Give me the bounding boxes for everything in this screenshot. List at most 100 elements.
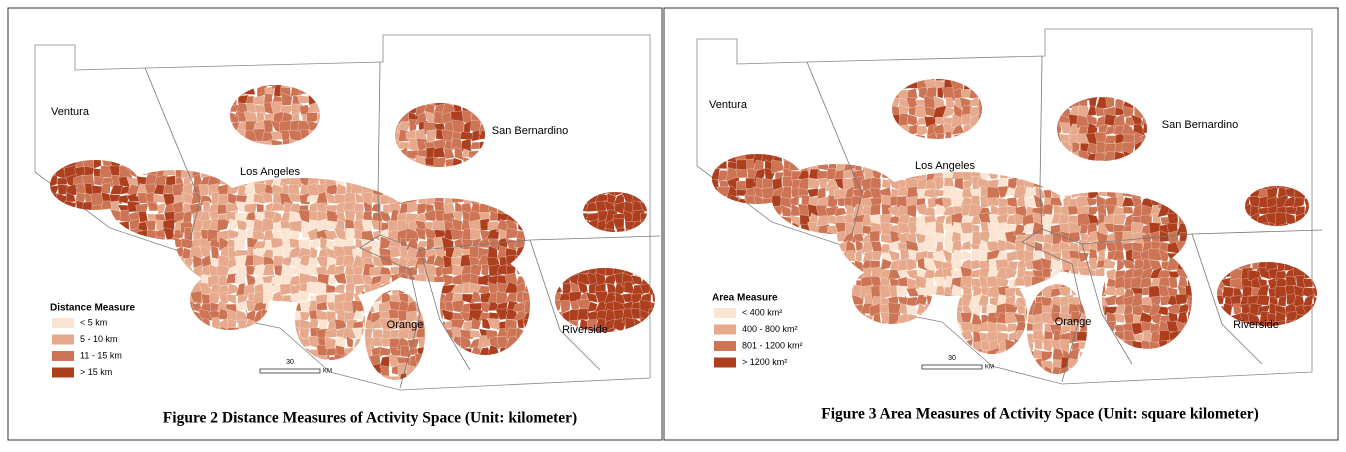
tract (162, 344, 175, 360)
tract (30, 210, 43, 224)
tract (1006, 206, 1017, 215)
tract (55, 256, 69, 268)
tract (852, 44, 866, 51)
tract (82, 275, 97, 288)
tract (199, 391, 214, 403)
tract (798, 323, 813, 335)
tract (870, 329, 885, 345)
tract (798, 375, 812, 389)
tract (594, 272, 607, 287)
tract (57, 245, 70, 260)
tract (130, 348, 140, 359)
tract (712, 230, 723, 243)
tract (690, 341, 701, 353)
tract (100, 275, 114, 286)
tract (282, 50, 291, 62)
tract (76, 383, 84, 396)
tract (237, 383, 248, 395)
tract (798, 286, 813, 298)
tract (138, 275, 151, 288)
tract (860, 366, 876, 374)
tract (816, 196, 830, 208)
tract (648, 102, 655, 117)
tract (690, 368, 702, 380)
tract (970, 386, 979, 396)
tract (746, 239, 759, 251)
tract (91, 381, 106, 396)
tract (433, 156, 447, 168)
legend-label: < 5 km (80, 317, 107, 327)
tract (692, 377, 703, 388)
tract (111, 362, 124, 376)
tract (873, 366, 881, 374)
tract (174, 264, 184, 278)
tract (118, 328, 131, 342)
tract (781, 43, 792, 56)
tract (826, 357, 839, 368)
tract (810, 340, 820, 354)
tract (108, 282, 122, 294)
tract (147, 337, 157, 349)
tract (693, 170, 702, 180)
tract (47, 385, 58, 393)
tract (743, 266, 758, 281)
tract (128, 364, 141, 377)
tract (718, 375, 729, 387)
tract (762, 279, 773, 290)
tract (30, 183, 38, 196)
tract (289, 346, 301, 359)
tract (935, 330, 945, 344)
legend-title: Distance Measure (50, 303, 135, 314)
tract (896, 356, 912, 372)
tract (1086, 197, 1098, 207)
tract (219, 382, 230, 392)
tract (712, 321, 713, 334)
tract (138, 336, 150, 351)
tract (693, 234, 701, 244)
tract (737, 239, 749, 255)
tract (651, 246, 655, 260)
tract (225, 203, 240, 213)
tract (757, 375, 764, 390)
tract (1096, 384, 1109, 396)
tract (888, 388, 901, 398)
tract (800, 266, 813, 282)
tract (781, 302, 792, 317)
tract (824, 252, 840, 264)
tract (712, 250, 723, 264)
tract (727, 376, 738, 389)
tract (136, 254, 149, 270)
tract (754, 42, 764, 53)
tract (788, 249, 802, 261)
tract (308, 382, 318, 392)
tract (693, 267, 702, 280)
tract (29, 327, 41, 341)
tract (85, 237, 96, 249)
tract (65, 275, 78, 287)
tract (651, 155, 655, 169)
tract (1023, 384, 1034, 395)
tract (718, 270, 731, 280)
tract (217, 392, 229, 401)
tract (28, 301, 42, 315)
tract (173, 382, 182, 396)
county-boundary (419, 249, 471, 371)
legend-label: 11 - 15 km (80, 350, 122, 360)
tract (145, 272, 155, 287)
tract (852, 384, 865, 399)
tract (154, 285, 168, 296)
tract (29, 203, 42, 214)
tract (878, 330, 894, 345)
tract (172, 355, 185, 368)
tract (192, 371, 201, 380)
tract (201, 371, 213, 380)
tract (987, 44, 1000, 54)
tract (797, 276, 811, 290)
tract (971, 231, 981, 246)
tract (108, 245, 123, 258)
tract (736, 366, 749, 374)
tract (109, 50, 123, 60)
tract (772, 275, 782, 287)
tract (120, 248, 132, 259)
tract (127, 357, 141, 367)
